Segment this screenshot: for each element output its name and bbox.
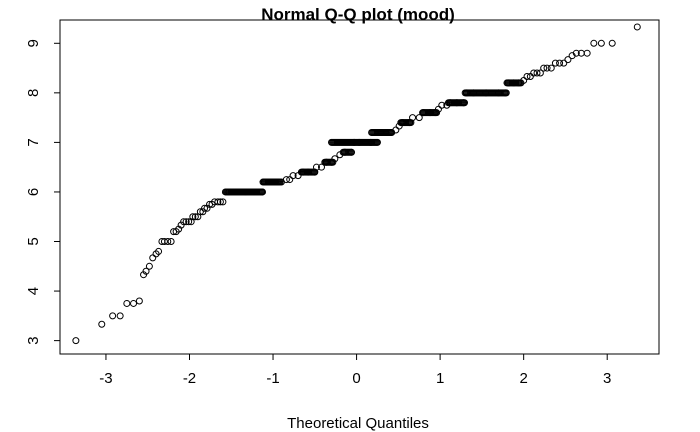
y-axis: 3 4 5 6 7 8 9 xyxy=(25,39,60,345)
x-tick-label: 1 xyxy=(436,370,444,387)
data-point xyxy=(373,138,381,146)
data-point xyxy=(415,114,423,122)
y-tick-label: 8 xyxy=(25,89,42,97)
data-point xyxy=(310,168,318,176)
data-point xyxy=(633,23,641,31)
data-point xyxy=(317,163,325,171)
data-point xyxy=(199,208,207,216)
data-point xyxy=(583,49,591,57)
data-point xyxy=(590,39,598,47)
data-point xyxy=(216,198,224,206)
data-point xyxy=(547,64,555,72)
x-tick-label: 0 xyxy=(352,370,360,387)
data-point xyxy=(502,89,510,97)
data-point xyxy=(167,238,175,246)
data-point xyxy=(461,99,469,107)
data-point xyxy=(219,198,227,206)
data-point xyxy=(182,218,190,226)
data-points xyxy=(72,23,641,345)
x-axis-label: Theoretical Quantiles xyxy=(287,415,429,432)
data-point xyxy=(98,320,106,328)
data-point xyxy=(160,238,168,246)
data-point xyxy=(543,64,551,72)
y-tick-label: 5 xyxy=(25,237,42,245)
x-tick-label: 2 xyxy=(519,370,527,387)
data-point xyxy=(551,59,559,67)
data-point xyxy=(196,208,204,216)
data-point xyxy=(530,69,538,77)
x-tick-label: 3 xyxy=(603,370,611,387)
plot-frame xyxy=(59,19,660,355)
y-tick-label: 3 xyxy=(25,336,42,344)
data-point xyxy=(164,238,172,246)
data-point xyxy=(433,109,441,117)
data-point xyxy=(329,158,337,166)
data-point xyxy=(214,198,222,206)
x-tick-label: -2 xyxy=(183,370,196,387)
data-point xyxy=(572,49,580,57)
data-point xyxy=(191,213,199,221)
data-point xyxy=(347,148,355,156)
x-tick-label: -3 xyxy=(99,370,112,387)
data-point xyxy=(123,299,131,307)
data-point xyxy=(135,297,143,305)
x-tick-label: -1 xyxy=(266,370,279,387)
chart-title: Normal Q-Q plot (mood) xyxy=(261,5,455,24)
data-point xyxy=(142,267,150,275)
data-point xyxy=(189,213,197,221)
data-point xyxy=(597,39,605,47)
data-point xyxy=(109,312,117,320)
y-tick-label: 7 xyxy=(25,138,42,146)
data-point xyxy=(282,176,290,184)
data-point xyxy=(155,247,163,255)
x-axis: -3 -2 -1 0 1 2 3 xyxy=(99,354,611,387)
data-point xyxy=(540,64,548,72)
data-point xyxy=(276,178,284,186)
data-point xyxy=(536,69,544,77)
data-point xyxy=(556,59,564,67)
data-point xyxy=(180,218,188,226)
data-point xyxy=(289,172,297,180)
data-point xyxy=(185,218,193,226)
data-point xyxy=(116,312,124,320)
data-point xyxy=(523,72,531,80)
y-tick-label: 4 xyxy=(25,287,42,295)
data-point xyxy=(517,79,525,87)
data-point xyxy=(608,39,616,47)
data-point xyxy=(407,119,415,127)
data-point xyxy=(564,56,572,64)
data-point xyxy=(259,188,267,196)
data-point xyxy=(560,59,568,67)
data-point xyxy=(72,337,80,345)
data-point xyxy=(438,101,446,109)
data-point xyxy=(388,128,396,136)
y-tick-label: 6 xyxy=(25,188,42,196)
data-point xyxy=(130,299,138,307)
data-point xyxy=(187,218,195,226)
data-point xyxy=(201,204,209,212)
y-tick-label: 9 xyxy=(25,39,42,47)
data-point xyxy=(533,69,541,77)
data-point xyxy=(145,262,153,270)
